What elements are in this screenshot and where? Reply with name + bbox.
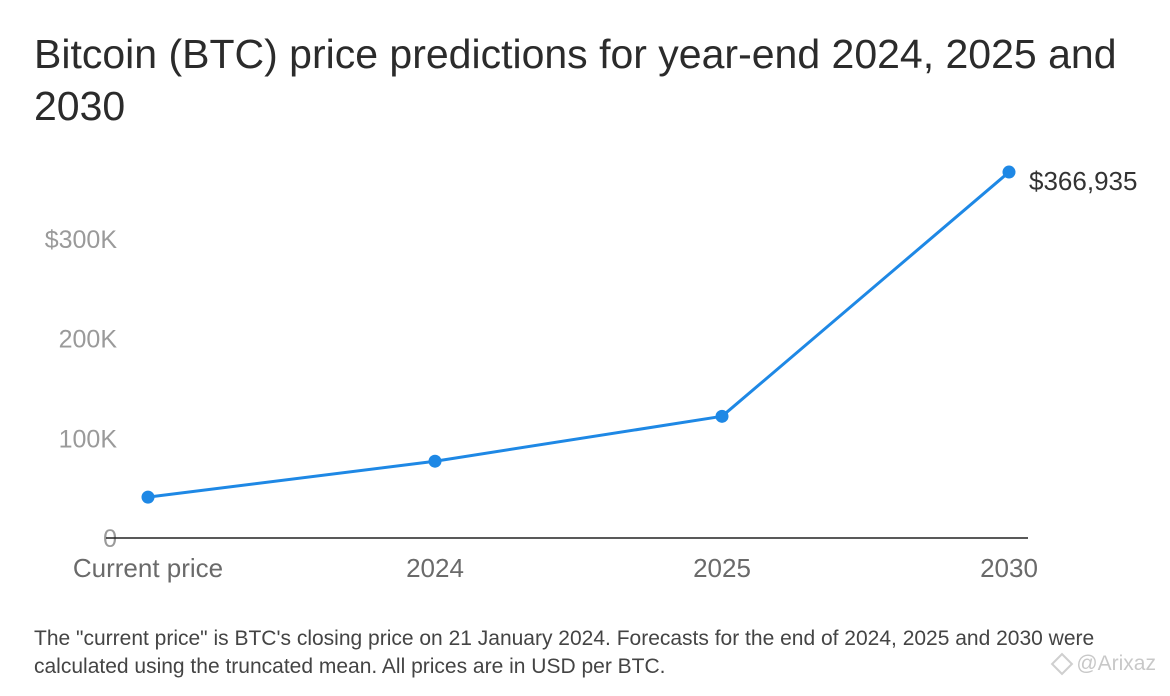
y-tick-label: 200K [59, 326, 118, 354]
series-line [147, 170, 1010, 499]
chart-title: Bitcoin (BTC) price predictions for year… [34, 31, 1117, 129]
x-tick-label: Current price [73, 553, 223, 583]
data-label: $366,935 [1029, 166, 1137, 196]
data-point [1002, 165, 1016, 179]
binance-logo-icon [1051, 652, 1074, 676]
y-tick-label: 0 [103, 525, 117, 553]
y-tick-label: 100K [59, 425, 118, 453]
watermark: @Arixaz [1051, 652, 1156, 676]
watermark-text: @Arixaz [1076, 652, 1156, 675]
x-tick-label: 2024 [406, 553, 464, 583]
x-tick-label: 2025 [693, 553, 751, 583]
x-tick-label: 2030 [980, 553, 1038, 583]
data-labels: $366,935 [1029, 166, 1137, 196]
x-axis-ticks: Current price 2024 2025 2030 [73, 553, 1038, 583]
footnote: The "current price" is BTC's closing pri… [34, 627, 1095, 678]
data-points [141, 165, 1016, 504]
y-tick-label: $300K [45, 226, 118, 254]
data-point [715, 409, 729, 423]
data-point [428, 454, 442, 468]
y-axis-ticks: 0 100K 200K $300K [45, 226, 118, 553]
data-point [141, 490, 155, 504]
